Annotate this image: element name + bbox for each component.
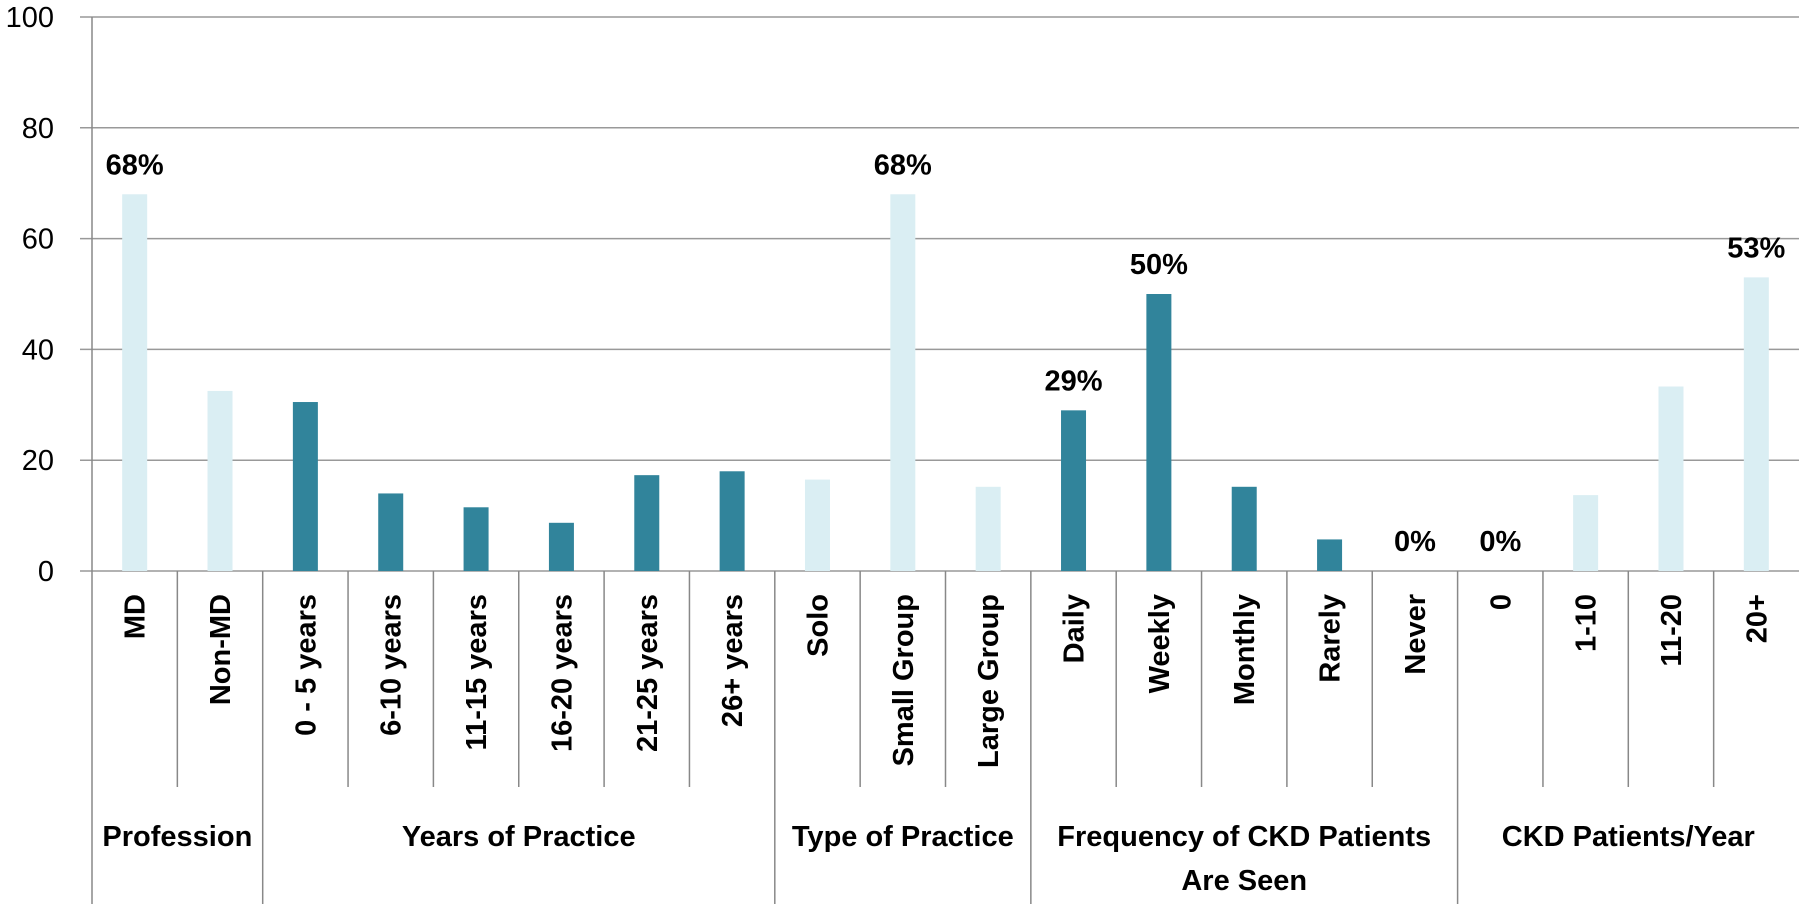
bar [804, 479, 830, 571]
bar [378, 493, 404, 571]
x-tick-label: MD [120, 594, 152, 639]
bar [122, 194, 148, 571]
x-tick-label: Rarely [1315, 594, 1347, 683]
y-tick-label: 20 [22, 445, 54, 477]
bar [1573, 495, 1599, 571]
x-tick-label: 26+ years [717, 594, 749, 727]
bar [890, 194, 916, 571]
y-tick-label: 80 [22, 113, 54, 145]
group-label: Frequency of CKD Patients Are Seen [1057, 821, 1431, 897]
x-tick-label: 16-20 years [546, 594, 578, 752]
y-tick-label: 0 [38, 556, 54, 588]
group-label: Type of Practice [792, 821, 1014, 853]
x-tick-label: 11-15 years [461, 594, 493, 750]
bar [634, 475, 660, 571]
y-tick-label: 40 [22, 334, 54, 366]
value-label: 68% [106, 149, 164, 181]
x-tick-label: 0 [1485, 594, 1517, 610]
bar [207, 390, 233, 571]
x-tick-label: Non-MD [205, 594, 237, 705]
bar [1231, 486, 1257, 571]
x-tick-label: 20+ [1741, 594, 1773, 643]
bar [719, 471, 745, 571]
bar [463, 507, 489, 571]
group-label: Profession [102, 821, 252, 853]
x-tick-label: Monthly [1229, 594, 1261, 705]
group-label: CKD Patients/Year [1502, 821, 1755, 853]
value-label: 68% [874, 149, 932, 181]
x-tick-label: Solo [802, 594, 834, 657]
x-tick-label: Daily [1059, 594, 1091, 663]
bar [1317, 539, 1343, 571]
bar [548, 522, 574, 571]
value-label: 0% [1394, 526, 1436, 558]
value-label: 0% [1479, 526, 1521, 558]
x-tick-label: 0 - 5 years [290, 594, 322, 736]
bar [1146, 294, 1172, 571]
x-tick-label: 6-10 years [376, 594, 408, 736]
bar [1743, 277, 1769, 571]
x-tick-label: Weekly [1144, 594, 1176, 693]
value-label: 53% [1727, 232, 1785, 264]
bar [1061, 410, 1087, 571]
group-label: Years of Practice [402, 821, 636, 853]
value-label: 50% [1130, 249, 1188, 281]
bar [292, 402, 318, 571]
x-tick-label: 21-25 years [632, 594, 664, 752]
x-tick-label: Small Group [888, 594, 920, 766]
x-tick-label: Large Group [973, 594, 1005, 768]
x-tick-label: Never [1400, 594, 1432, 675]
x-tick-label: 11-20 [1656, 594, 1688, 667]
x-tick-label: 1-10 [1571, 594, 1603, 652]
bar [1658, 386, 1684, 571]
bar [975, 486, 1001, 571]
y-tick-label: 60 [22, 224, 54, 256]
y-tick-label: 100 [6, 2, 54, 34]
value-label: 29% [1045, 365, 1103, 397]
